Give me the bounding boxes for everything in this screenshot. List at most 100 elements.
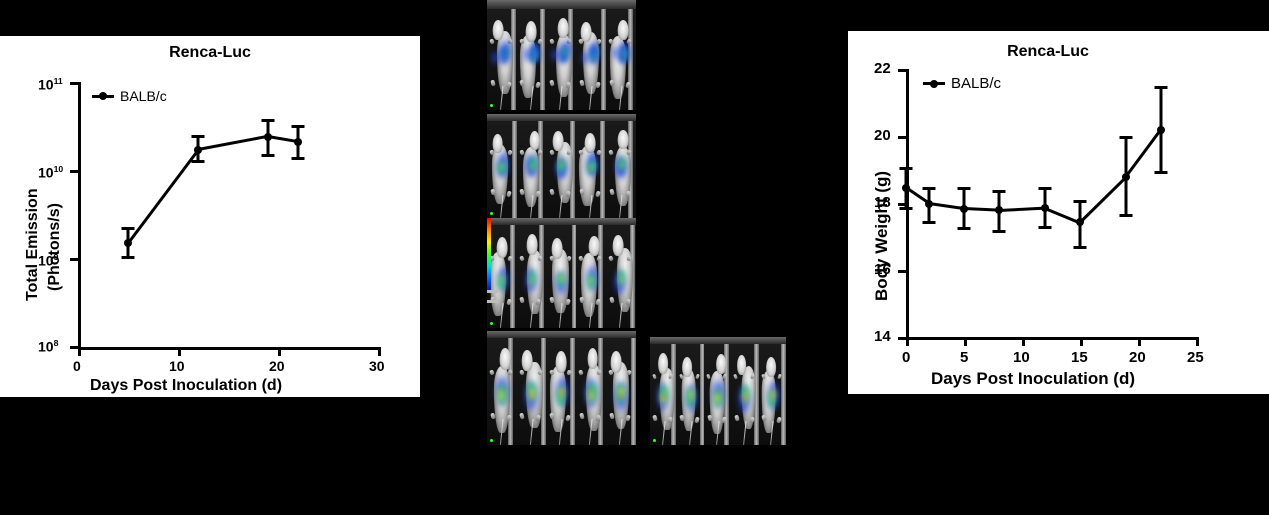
mouse-image: [516, 338, 547, 445]
mouse-image: [606, 9, 636, 110]
imaging-support-bar: [571, 225, 577, 328]
panel-a-xlabel: Days Post Inoculation (d): [90, 377, 283, 394]
panel-a-ytick-mark-0: [70, 82, 78, 85]
panel-a-ytick-mark-2: [70, 258, 78, 261]
error-bar-cap-top: [922, 186, 936, 190]
series-segment: [126, 149, 200, 245]
bioluminescence-signal: [587, 389, 594, 403]
error-bar-cap-bottom: [291, 157, 305, 161]
panel-a-xtick-mark-3: [378, 347, 381, 356]
panel-c-xtick-mark-0: [906, 337, 909, 346]
bioluminescence-signal: [743, 394, 746, 401]
imaging-support-bar: [510, 225, 516, 328]
mouse-image: [487, 338, 517, 445]
mouse-limb: [518, 255, 525, 262]
mouse-head: [658, 353, 668, 374]
bli-row-2: [487, 114, 636, 218]
mouse-head: [617, 19, 629, 41]
mouse-image: [516, 225, 547, 328]
mouse-limb: [519, 412, 526, 420]
imaging-support-bar: [699, 344, 705, 445]
data-point: [264, 132, 272, 141]
panel-c-ytick-1: 20: [874, 127, 891, 144]
bioluminescence-signal: [589, 388, 593, 395]
mouse-head: [580, 21, 592, 42]
imaging-support-bar: [570, 121, 576, 218]
panel-c-title: Renca-Luc: [1007, 43, 1089, 60]
bioluminescence-signal: [498, 388, 504, 402]
error-bar-cap-top: [1038, 187, 1052, 191]
data-point: [902, 183, 910, 192]
status-indicator-dot: [490, 439, 493, 442]
error-bar-cap-bottom: [261, 154, 275, 158]
error-bar-cap-top: [992, 189, 1006, 193]
mouse-head: [736, 354, 747, 376]
bioluminescence-signal: [529, 278, 533, 286]
bioluminescence-signal: [560, 50, 567, 64]
bioluminescence-signal: [560, 273, 565, 282]
bioluminescence-signal: [557, 159, 565, 174]
imaging-support-bar: [511, 9, 517, 110]
mouse-image: [758, 344, 786, 445]
panel-c-xtick-4: 20: [1129, 349, 1146, 366]
imaging-support-bar: [598, 225, 604, 328]
panel-c-y-axis: [906, 69, 909, 340]
mouse-limb: [548, 38, 554, 45]
panel-a-xtick-0: 0: [73, 358, 81, 374]
mouse-limb: [651, 373, 657, 380]
mouse-image: [606, 121, 636, 218]
bioluminescence-signal: [661, 392, 665, 399]
bioluminescence-signal: [530, 164, 534, 172]
panel-c-ytick-mark-2: [898, 203, 906, 206]
mouse-limb: [579, 412, 585, 420]
mouse-head: [499, 348, 511, 370]
mouse-head: [525, 21, 537, 42]
data-point: [925, 199, 934, 208]
bioluminescence-signal: [619, 277, 623, 285]
mouse-limb: [565, 298, 572, 306]
panel-c-xtick-2: 10: [1013, 349, 1030, 366]
error-bar-cap-top: [1119, 136, 1133, 139]
mouse-head: [681, 357, 692, 378]
panel-a-ytick-1: 1010: [38, 164, 64, 181]
mouse-head: [555, 351, 567, 373]
panel-total-emission: Renca-Luc Total Emission (Photons/s) 101…: [0, 36, 420, 397]
panel-a-ytick-0: 1011: [38, 76, 63, 93]
mouse-limb: [489, 79, 496, 87]
bioluminescence-signal: [581, 50, 589, 65]
panel-c-plot-area: [906, 69, 1199, 340]
bioluminescence-signal: [689, 388, 694, 401]
panel-c-series-balbc: [848, 31, 1269, 394]
mouse-limb: [519, 296, 526, 304]
mouse-image: [546, 121, 577, 218]
panel-a-xtick-mark-2: [278, 347, 281, 356]
error-bar-cap-bottom: [1119, 214, 1133, 218]
panel-c-legend-label: BALB/c: [951, 75, 1002, 92]
bioluminescence-signal: [529, 49, 536, 63]
mouse-image: [487, 121, 517, 218]
mouse-head: [526, 234, 538, 255]
bioluminescence-signal: [529, 392, 533, 399]
mouse-limb: [733, 373, 739, 380]
data-point: [124, 239, 132, 248]
panel-c-x-axis: [906, 337, 1199, 340]
bioluminescence-signal: [617, 268, 626, 286]
error-bar-cap-bottom: [1154, 171, 1168, 175]
bioluminescence-signal: [491, 50, 499, 65]
mouse-limb: [595, 81, 602, 89]
bioluminescence-signal: [500, 274, 504, 282]
bioluminescence-signal: [620, 162, 624, 170]
mouse-limb: [548, 149, 554, 156]
imaging-stage-bar: [487, 218, 636, 225]
error-bar-cap-bottom: [191, 160, 205, 164]
mouse-limb: [489, 188, 496, 196]
error-bar-cap-top: [1154, 85, 1168, 89]
mouse-image: [606, 225, 636, 328]
panel-a-legend-label: BALB/c: [120, 88, 167, 104]
error-bar-cap-bottom: [1073, 245, 1087, 249]
panel-c-xtick-0: 0: [902, 349, 911, 366]
imaging-stage-bar: [650, 337, 786, 344]
mouse-image: [576, 225, 607, 328]
mouse-image: [546, 338, 577, 445]
panel-c-ytick-mark-1: [898, 136, 906, 139]
